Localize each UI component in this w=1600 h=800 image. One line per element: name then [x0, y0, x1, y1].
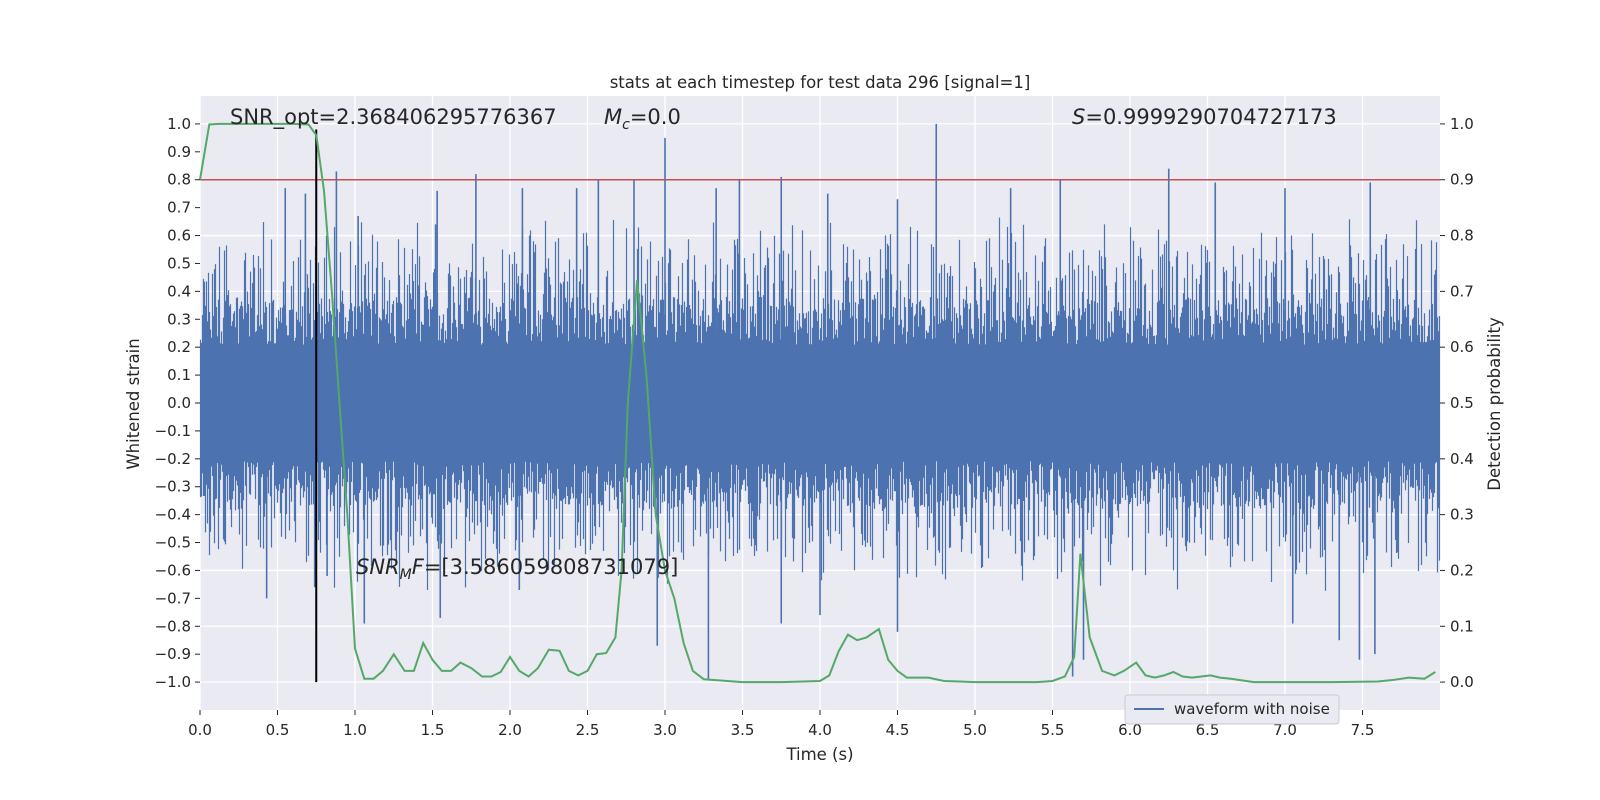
y-left-tick-labels: 1.0 0.9 0.8 0.7 0.6 0.5 0.4 0.3 0.2 0.1 0.0 −0.1 −0.…	[155, 115, 200, 691]
x-tick-label: 5.0	[963, 721, 987, 739]
y-right-tick-label: 0.8	[1450, 227, 1474, 245]
snr-opt-annotation: SNR_opt=2.368406295776367	[230, 105, 557, 130]
x-tick-label: 2.0	[498, 721, 522, 739]
waveform-series	[199, 123, 1441, 680]
y-left-tick-label: −0.2	[155, 450, 191, 468]
y-left-tick-label: 0.8	[167, 171, 191, 189]
y-left-axis-label: Whitened strain	[124, 338, 143, 469]
y-right-tick-label: 0.5	[1450, 394, 1474, 412]
y-left-tick-label: 0.2	[167, 338, 191, 356]
y-left-tick-label: −0.4	[155, 506, 191, 524]
y-left-tick-label: 0.3	[167, 310, 191, 328]
y-left-tick-label: −0.5	[155, 534, 191, 552]
x-tick-labels: 0.0 0.5 1.0 1.5 2.0 2.5 3.0 3.5 4.0 4.5 5.0 5.5 6.0 6…	[188, 710, 1374, 739]
chart-title: stats at each timestep for test data 296…	[610, 73, 1031, 92]
x-tick-label: 0.0	[188, 721, 212, 739]
y-left-tick-label: 0.5	[167, 254, 191, 272]
y-left-tick-label: −0.3	[155, 478, 191, 496]
s-annotation: S=0.9999290704727173	[1072, 105, 1337, 129]
x-tick-label: 3.5	[731, 721, 755, 739]
x-axis-label: Time (s)	[785, 745, 853, 764]
detection-probability-line	[199, 122, 1436, 684]
y-left-tick-label: −0.1	[155, 422, 191, 440]
y-right-tick-label: 0.2	[1450, 561, 1474, 579]
y-left-tick-label: 0.0	[167, 394, 191, 412]
y-left-tick-label: −0.8	[155, 617, 191, 635]
y-right-tick-label: 0.6	[1450, 338, 1474, 356]
y-left-tick-label: −0.9	[155, 645, 191, 663]
x-tick-label: 7.5	[1351, 721, 1375, 739]
y-right-tick-label: 0.4	[1450, 450, 1474, 468]
x-tick-label: 0.5	[266, 721, 290, 739]
y-right-tick-label: 0.1	[1450, 617, 1474, 635]
y-left-tick-label: 0.4	[167, 282, 191, 300]
x-tick-label: 4.0	[808, 721, 832, 739]
mc-annotation: Mc=0.0	[604, 105, 681, 133]
snr-mf-annotation: SNRMF=[3.586059808731079]	[356, 555, 678, 583]
legend-label-waveform: waveform with noise	[1174, 700, 1330, 718]
y-right-tick-label: 0.3	[1450, 506, 1474, 524]
y-right-tick-label: 0.0	[1450, 673, 1474, 691]
y-left-tick-label: 1.0	[167, 115, 191, 133]
x-tick-label: 7.0	[1273, 721, 1297, 739]
y-left-tick-label: −0.7	[155, 589, 191, 607]
x-tick-label: 6.0	[1118, 721, 1142, 739]
legend-box	[1124, 694, 1340, 725]
y-right-axis-label: Detection probability	[1485, 317, 1504, 491]
y-right-tick-label: 0.7	[1450, 282, 1474, 300]
y-right-tick-labels: 1.0 0.9 0.8 0.7 0.6 0.5 0.4 0.3 0.2 0.1 0.0	[1440, 115, 1474, 691]
x-tick-label: 6.5	[1196, 721, 1220, 739]
y-left-tick-label: −1.0	[155, 673, 191, 691]
y-left-tick-label: 0.1	[167, 366, 191, 384]
x-tick-label: 5.5	[1041, 721, 1065, 739]
x-tick-label: 1.0	[343, 721, 367, 739]
x-tick-label: 2.5	[576, 721, 600, 739]
x-tick-label: 4.5	[886, 721, 910, 739]
y-left-tick-label: −0.6	[155, 561, 191, 579]
y-left-tick-label: 0.7	[167, 199, 191, 217]
legend: waveform with noise	[1124, 694, 1340, 725]
x-tick-label: 1.5	[421, 721, 445, 739]
y-right-tick-label: 0.9	[1450, 171, 1474, 189]
y-right-tick-label: 1.0	[1450, 115, 1474, 133]
y-left-tick-label: 0.9	[167, 143, 191, 161]
x-tick-label: 3.0	[653, 721, 677, 739]
y-left-tick-label: 0.6	[167, 227, 191, 245]
